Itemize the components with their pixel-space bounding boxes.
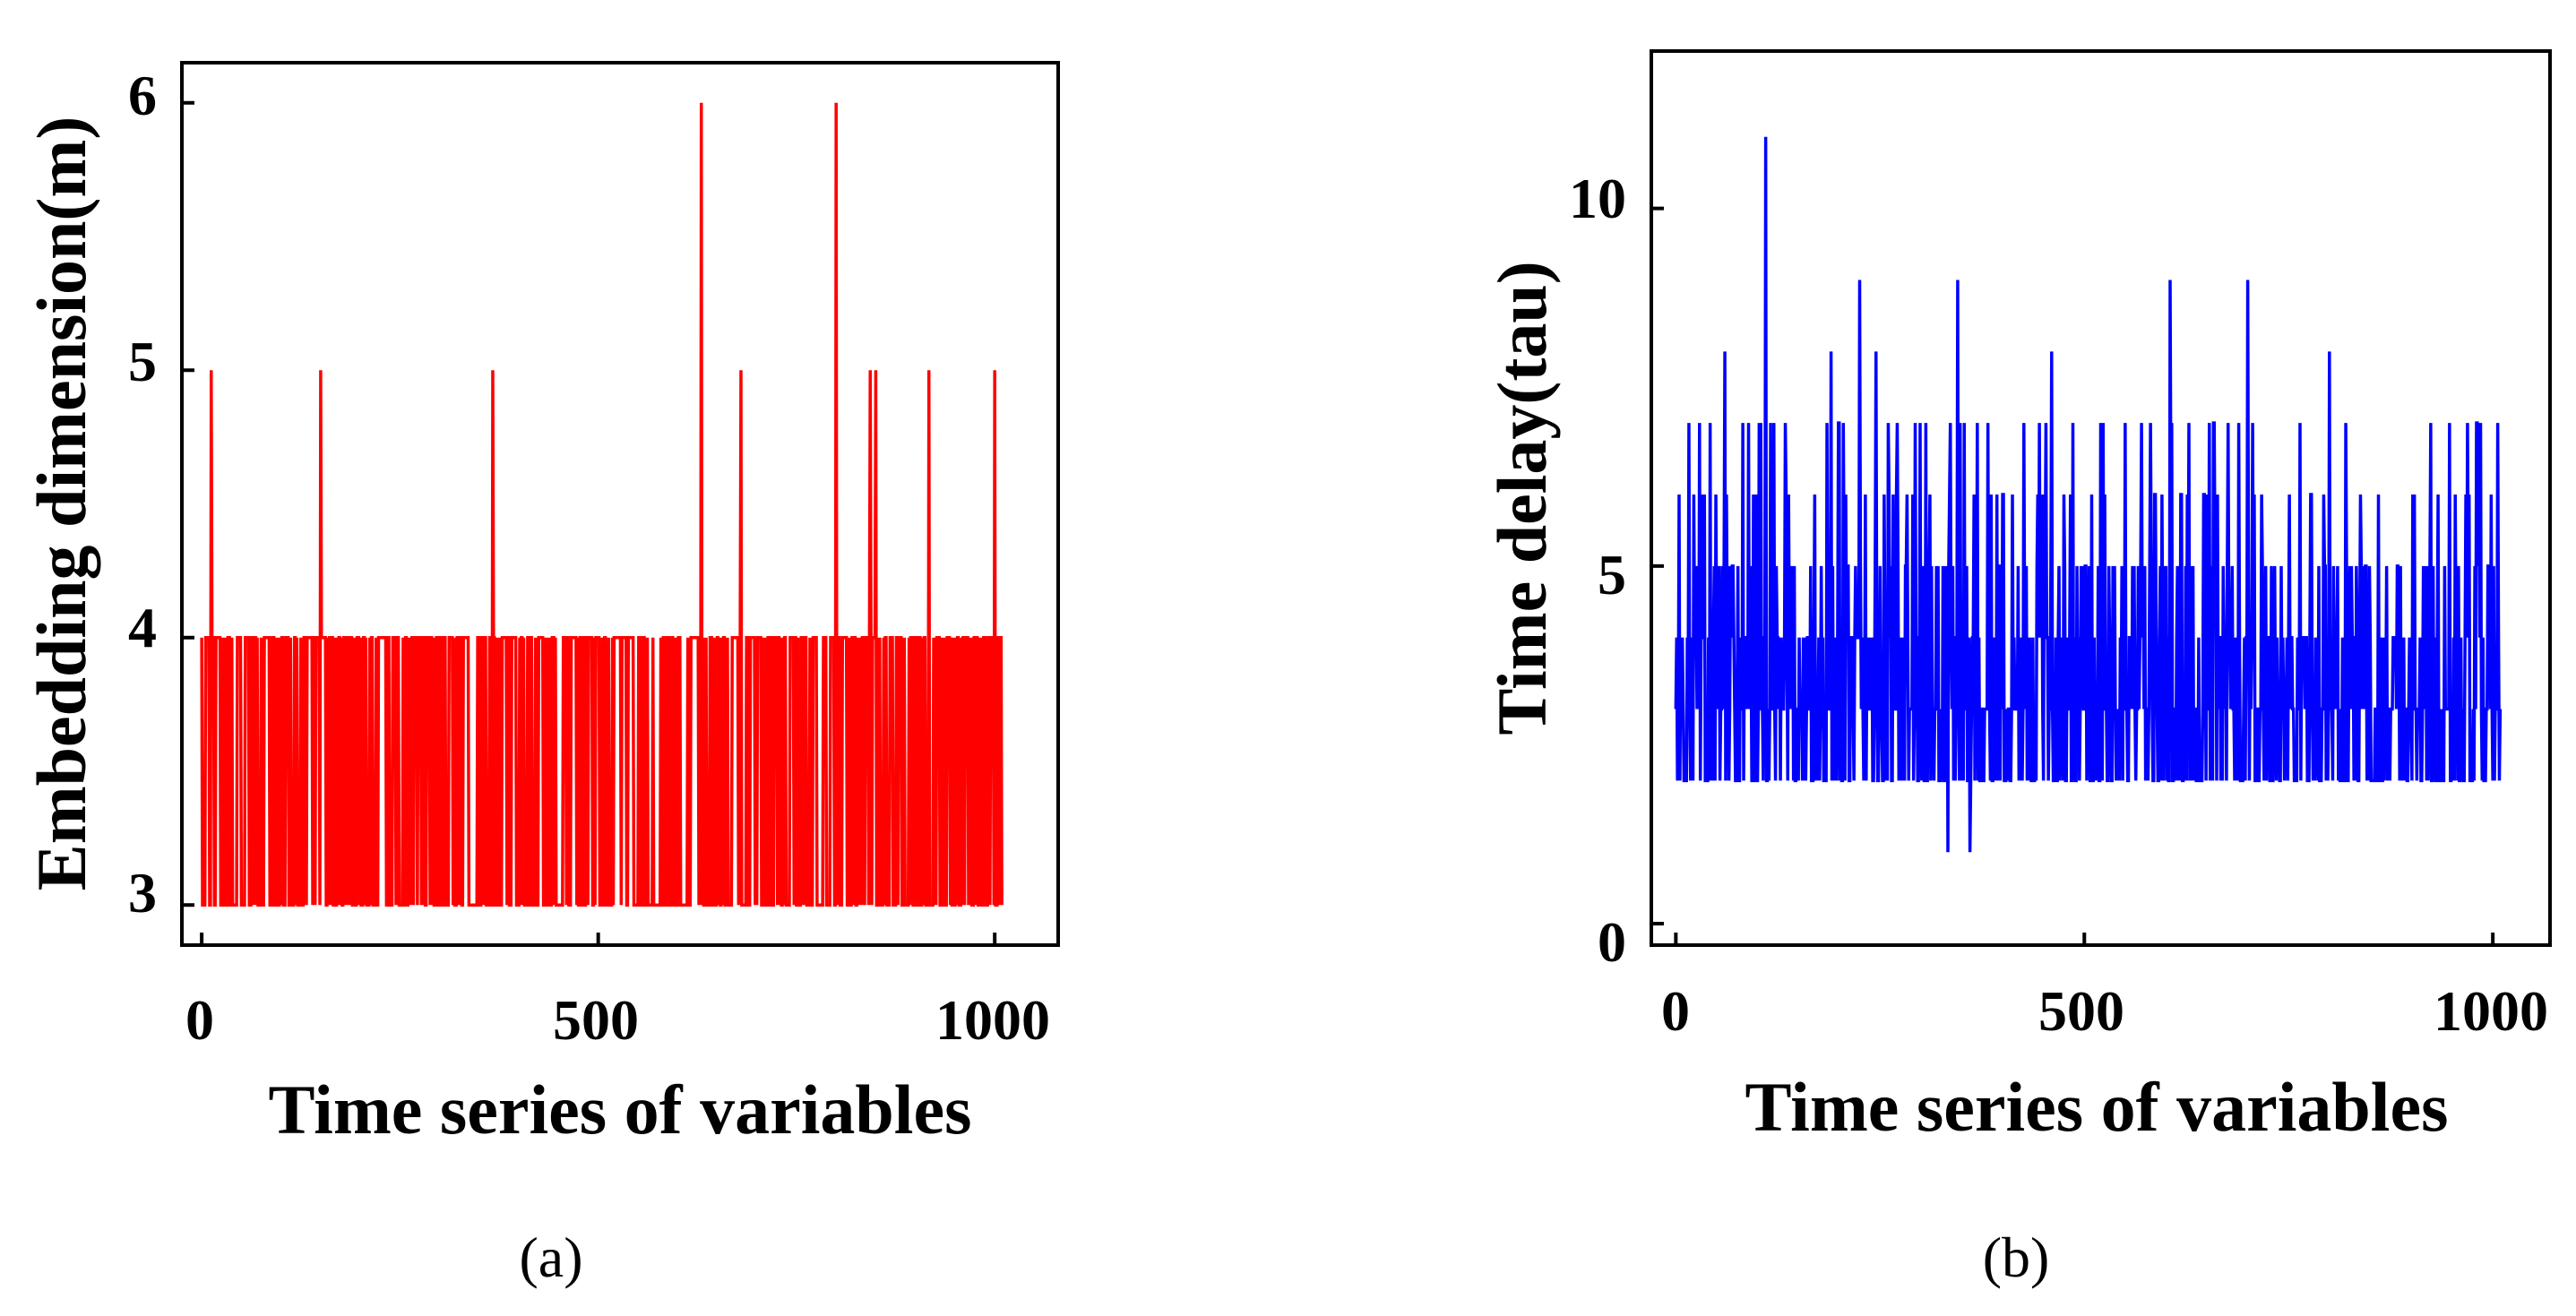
chart-b-xtick-500: 500 [2038, 979, 2124, 1043]
chart-a: 0 500 1000 3 4 5 6 Time series of variab… [22, 61, 1060, 1289]
chart-a-panel-label: (a) [519, 1226, 582, 1289]
chart-a-ytick-3: 3 [128, 861, 157, 925]
chart-a-ticks [182, 100, 997, 945]
chart-a-ytick-4: 4 [128, 596, 157, 659]
chart-b-xtick-0: 0 [1661, 979, 1690, 1043]
chart-b-ytick-5: 5 [1598, 543, 1626, 606]
chart-a-xtick-500: 500 [553, 988, 639, 1052]
chart-a-ylabel: Embedding dimension(m) [22, 116, 100, 891]
chart-a-series [200, 102, 1004, 907]
chart-b-frame [1650, 49, 2552, 947]
chart-a-xlabel: Time series of variables [269, 1071, 972, 1148]
chart-a-series-line [200, 102, 1004, 907]
chart-b-ticks [1651, 206, 2495, 945]
chart-b: 0 500 1000 0 5 10 Time series of variabl… [1483, 49, 2552, 1289]
chart-a-frame [180, 61, 1060, 947]
chart-b-xlabel: Time series of variables [1745, 1068, 2449, 1146]
chart-a-xtick-0: 0 [185, 988, 214, 1052]
chart-a-ytick-5: 5 [128, 330, 157, 393]
chart-b-xtick-1000: 1000 [2434, 979, 2548, 1043]
chart-b-ytick-10: 10 [1569, 167, 1626, 230]
chart-b-series [1674, 136, 2503, 853]
chart-b-series-line [1674, 136, 2503, 853]
chart-b-ytick-0: 0 [1598, 910, 1626, 974]
chart-a-ytick-6: 6 [128, 64, 157, 127]
chart-b-ylabel: Time delay(tau) [1483, 261, 1561, 735]
chart-a-xtick-1000: 1000 [935, 988, 1050, 1052]
chart-b-panel-label: (b) [1983, 1226, 2050, 1289]
